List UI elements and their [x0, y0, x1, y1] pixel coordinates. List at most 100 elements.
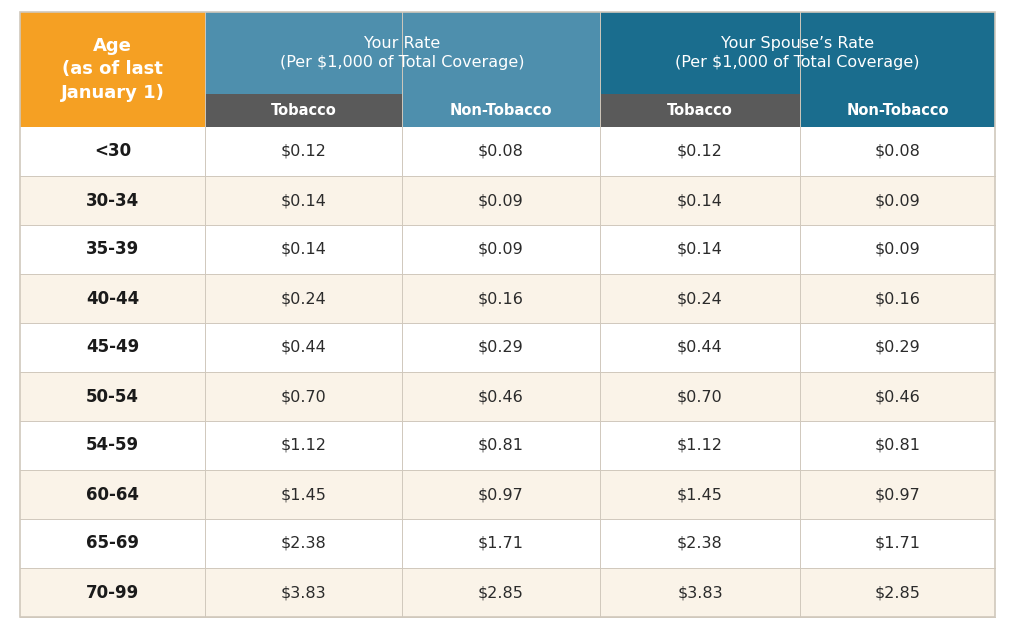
Bar	[600, 12, 995, 94]
Bar	[800, 519, 995, 568]
Text: $1.71: $1.71	[875, 536, 921, 551]
Text: $0.09: $0.09	[875, 242, 921, 257]
Text: 45-49: 45-49	[86, 338, 139, 356]
Bar	[800, 225, 995, 274]
Bar	[402, 568, 600, 617]
Bar	[205, 12, 600, 94]
Bar	[205, 274, 402, 323]
Bar	[800, 323, 995, 372]
Text: $0.09: $0.09	[478, 242, 524, 257]
Bar	[402, 372, 600, 421]
Text: Non-Tobacco: Non-Tobacco	[847, 103, 949, 118]
Bar	[600, 323, 800, 372]
Text: $1.45: $1.45	[677, 487, 723, 502]
Text: $0.97: $0.97	[478, 487, 524, 502]
Bar	[600, 372, 800, 421]
Text: $0.81: $0.81	[875, 438, 921, 453]
Bar	[20, 12, 205, 127]
Bar	[20, 274, 205, 323]
Text: $0.12: $0.12	[677, 144, 723, 159]
Text: $0.70: $0.70	[677, 389, 723, 404]
Text: $0.16: $0.16	[875, 291, 921, 306]
Text: $0.09: $0.09	[875, 193, 921, 208]
Text: $1.12: $1.12	[280, 438, 327, 453]
Bar	[600, 568, 800, 617]
Bar	[600, 127, 800, 176]
Text: $0.70: $0.70	[280, 389, 327, 404]
Text: $1.12: $1.12	[677, 438, 723, 453]
Bar	[402, 176, 600, 225]
Text: $0.97: $0.97	[875, 487, 921, 502]
Bar	[402, 127, 600, 176]
Text: $2.38: $2.38	[280, 536, 327, 551]
Bar	[205, 470, 402, 519]
Text: $3.83: $3.83	[677, 585, 723, 600]
Text: Tobacco: Tobacco	[667, 103, 733, 118]
Bar	[402, 421, 600, 470]
Bar	[800, 470, 995, 519]
Text: $0.14: $0.14	[280, 193, 327, 208]
Bar	[205, 323, 402, 372]
Text: Age
(as of last
January 1): Age (as of last January 1)	[61, 37, 164, 102]
Bar	[600, 274, 800, 323]
Bar	[205, 568, 402, 617]
Text: 50-54: 50-54	[86, 387, 139, 406]
Text: Your Spouse’s Rate
(Per $1,000 of Total Coverage): Your Spouse’s Rate (Per $1,000 of Total …	[675, 36, 920, 70]
Bar	[402, 519, 600, 568]
Bar	[20, 470, 205, 519]
Bar	[402, 94, 600, 127]
Bar	[800, 176, 995, 225]
Text: $2.38: $2.38	[677, 536, 723, 551]
Text: 70-99: 70-99	[86, 584, 139, 601]
Text: Non-Tobacco: Non-Tobacco	[450, 103, 552, 118]
Bar	[600, 225, 800, 274]
Bar	[20, 568, 205, 617]
Text: $0.29: $0.29	[875, 340, 921, 355]
Text: $0.16: $0.16	[478, 291, 524, 306]
Bar	[402, 470, 600, 519]
Text: $0.14: $0.14	[677, 193, 723, 208]
Bar	[800, 127, 995, 176]
Text: $0.24: $0.24	[677, 291, 723, 306]
Bar	[600, 470, 800, 519]
Bar	[402, 323, 600, 372]
Bar	[20, 323, 205, 372]
Bar	[20, 127, 205, 176]
Bar	[205, 225, 402, 274]
Bar	[800, 274, 995, 323]
Bar	[800, 94, 995, 127]
Text: 60-64: 60-64	[86, 486, 139, 504]
Bar	[600, 519, 800, 568]
Bar	[205, 94, 402, 127]
Bar	[800, 421, 995, 470]
Text: 54-59: 54-59	[86, 436, 139, 455]
Text: $0.44: $0.44	[280, 340, 327, 355]
Text: $0.08: $0.08	[875, 144, 921, 159]
Bar	[20, 225, 205, 274]
Text: $0.08: $0.08	[478, 144, 524, 159]
Bar	[205, 127, 402, 176]
Text: $2.85: $2.85	[875, 585, 921, 600]
Text: Your Rate
(Per $1,000 of Total Coverage): Your Rate (Per $1,000 of Total Coverage)	[280, 36, 525, 70]
Text: 35-39: 35-39	[86, 241, 139, 258]
Text: $0.09: $0.09	[478, 193, 524, 208]
Bar	[600, 421, 800, 470]
Bar	[20, 372, 205, 421]
Bar	[800, 568, 995, 617]
Text: $0.44: $0.44	[677, 340, 723, 355]
Bar	[800, 372, 995, 421]
Text: $0.14: $0.14	[677, 242, 723, 257]
Text: $1.71: $1.71	[478, 536, 524, 551]
Text: $0.46: $0.46	[875, 389, 921, 404]
Text: $0.29: $0.29	[478, 340, 524, 355]
Text: $0.12: $0.12	[280, 144, 327, 159]
Text: 40-44: 40-44	[86, 290, 139, 307]
Bar	[600, 94, 800, 127]
Bar	[205, 421, 402, 470]
Bar	[402, 274, 600, 323]
Text: 65-69: 65-69	[86, 535, 139, 552]
Text: $2.85: $2.85	[478, 585, 524, 600]
Bar	[20, 519, 205, 568]
Bar	[402, 225, 600, 274]
Text: 30-34: 30-34	[86, 192, 139, 210]
